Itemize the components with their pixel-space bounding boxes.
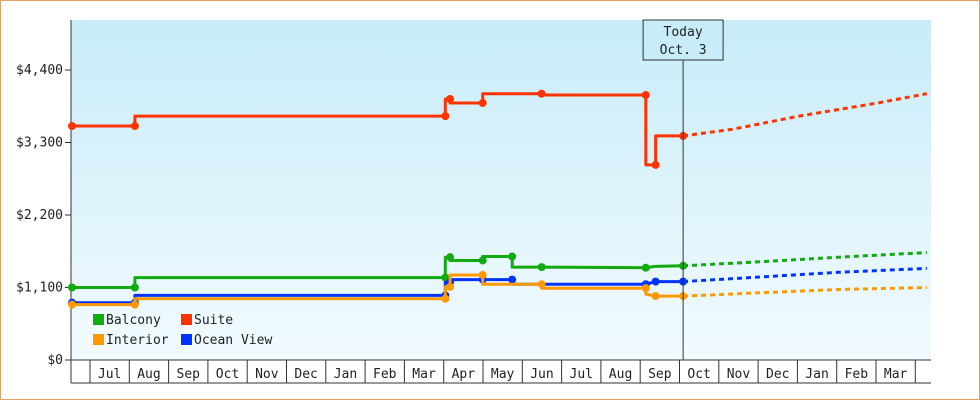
series-projection-balcony <box>683 251 927 268</box>
month-label: Oct <box>687 367 710 382</box>
series-point-suite <box>651 160 660 169</box>
series-point-suite <box>641 91 650 100</box>
legend-label-suite: Suite <box>194 313 233 328</box>
month-label: Sep <box>648 367 672 382</box>
series-point-balcony <box>68 283 76 292</box>
y-axis: $0 $1,100 $2,200 $3,300 $4,400 <box>16 20 72 383</box>
month-label: Jan <box>334 367 357 382</box>
month-label: Nov <box>255 367 279 382</box>
month-label: Feb <box>845 367 869 382</box>
month-label: May <box>491 367 515 382</box>
series-point-interior <box>641 284 650 293</box>
month-label: Feb <box>373 367 397 382</box>
x-axis: Jul Aug Sep Oct Nov Dec Jan Feb Mar Apr May Jun Jul A… <box>71 359 931 384</box>
month-label: Sep <box>177 367 201 382</box>
series-point-interior <box>441 294 450 303</box>
today-label-line1: Today <box>664 25 703 40</box>
month-label: Aug <box>609 367 632 382</box>
series-point-ocean-view <box>508 275 517 284</box>
series-point-suite <box>537 89 546 98</box>
series-line-suite <box>72 92 684 167</box>
series-point-suite <box>441 112 450 121</box>
legend-swatch-interior <box>93 334 104 345</box>
today-label-line2: Oct. 3 <box>660 43 707 58</box>
y-tick-label: $3,300 <box>16 136 63 151</box>
legend-swatch-balcony <box>93 314 104 325</box>
month-label: Dec <box>294 367 317 382</box>
series-projection-ocean-view <box>683 266 927 284</box>
series-point-balcony <box>508 252 517 261</box>
y-tick-label: $1,100 <box>16 281 63 296</box>
series-projection-suite <box>682 92 928 138</box>
series-point-interior <box>130 300 139 309</box>
month-label: Oct <box>216 367 239 382</box>
today-marker: Today Oct. 3 <box>642 19 724 360</box>
legend-label-ocean-view: Ocean View <box>194 333 272 348</box>
series-point-interior <box>446 282 455 291</box>
series-point-balcony <box>641 263 650 272</box>
series-point-balcony <box>537 263 546 272</box>
series-point-interior <box>651 292 660 301</box>
month-label: Nov <box>727 367 751 382</box>
month-label: Aug <box>137 367 160 382</box>
series-point-suite <box>130 122 139 131</box>
series-point-interior <box>68 300 76 309</box>
month-label: Jul <box>570 367 593 382</box>
month-label: Jan <box>805 367 828 382</box>
series-point-suite <box>68 122 76 131</box>
series-point-ocean-view <box>651 277 660 286</box>
month-label: Apr <box>452 367 476 382</box>
month-label: Mar <box>412 367 436 382</box>
series-point-suite <box>446 95 455 103</box>
series-point-suite <box>478 98 487 107</box>
legend: Balcony Suite Interior Ocean View <box>93 313 272 348</box>
legend-label-interior: Interior <box>106 333 169 348</box>
series-point-balcony <box>478 256 487 265</box>
y-tick-label: $2,200 <box>16 208 63 223</box>
series-point-interior <box>537 280 546 289</box>
series-group <box>68 89 928 309</box>
month-label: Jul <box>98 367 121 382</box>
month-label: Jun <box>530 367 553 382</box>
legend-swatch-ocean-view <box>181 334 192 345</box>
month-label: Mar <box>884 367 908 382</box>
series-point-balcony <box>446 253 455 262</box>
series-projection-interior <box>683 286 927 298</box>
plot-background <box>71 20 931 360</box>
month-label: Dec <box>766 367 789 382</box>
today-box <box>642 19 724 61</box>
series-point-interior <box>478 270 487 279</box>
y-tick-label: $0 <box>47 353 63 368</box>
series-point-balcony <box>130 283 139 292</box>
legend-label-balcony: Balcony <box>106 313 161 328</box>
y-tick-label: $4,400 <box>16 63 63 78</box>
legend-swatch-suite <box>181 314 192 325</box>
